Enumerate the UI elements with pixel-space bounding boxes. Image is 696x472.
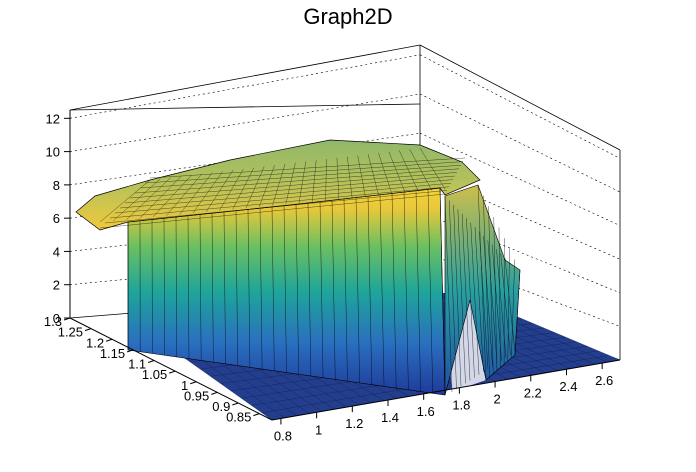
y-tick-label: 0.95 [184,388,209,403]
z-tick-label: 12 [46,111,60,126]
z-tick-label: 4 [53,244,60,259]
x-tick-label: 1.2 [345,416,363,431]
y-tick-label: 1.2 [86,335,104,350]
y-tick-label: 1.3 [44,314,62,329]
x-tick-label: 2.2 [524,385,542,400]
x-tick-label: 2.4 [559,379,577,394]
x-tick-label: 1.8 [452,398,470,413]
y-tick-label: 0.9 [212,399,230,414]
z-tick-label: 6 [53,211,60,226]
y-tick-label: 0.85 [226,410,251,425]
x-tick-label: 2 [493,392,500,407]
y-tick-label: 1.1 [128,357,146,372]
y-tick-label: 1.15 [100,346,125,361]
z-tick-label: 0 [53,311,60,326]
x-tick-label: 1 [315,422,322,437]
y-tick-label: 1.25 [58,325,83,340]
chart-title: Graph2D [303,4,393,29]
z-tick-label: 10 [46,145,60,160]
y-tick-label: 1 [181,378,188,393]
x-tick-label: 1.4 [381,410,399,425]
x-tick-label: 0.8 [274,428,292,443]
z-tick-label: 2 [53,278,60,293]
x-tick-label: 1.6 [417,404,435,419]
x-tick-label: 2.6 [595,373,613,388]
z-tick-label: 8 [53,178,60,193]
y-tick-label: 1.05 [142,367,167,382]
